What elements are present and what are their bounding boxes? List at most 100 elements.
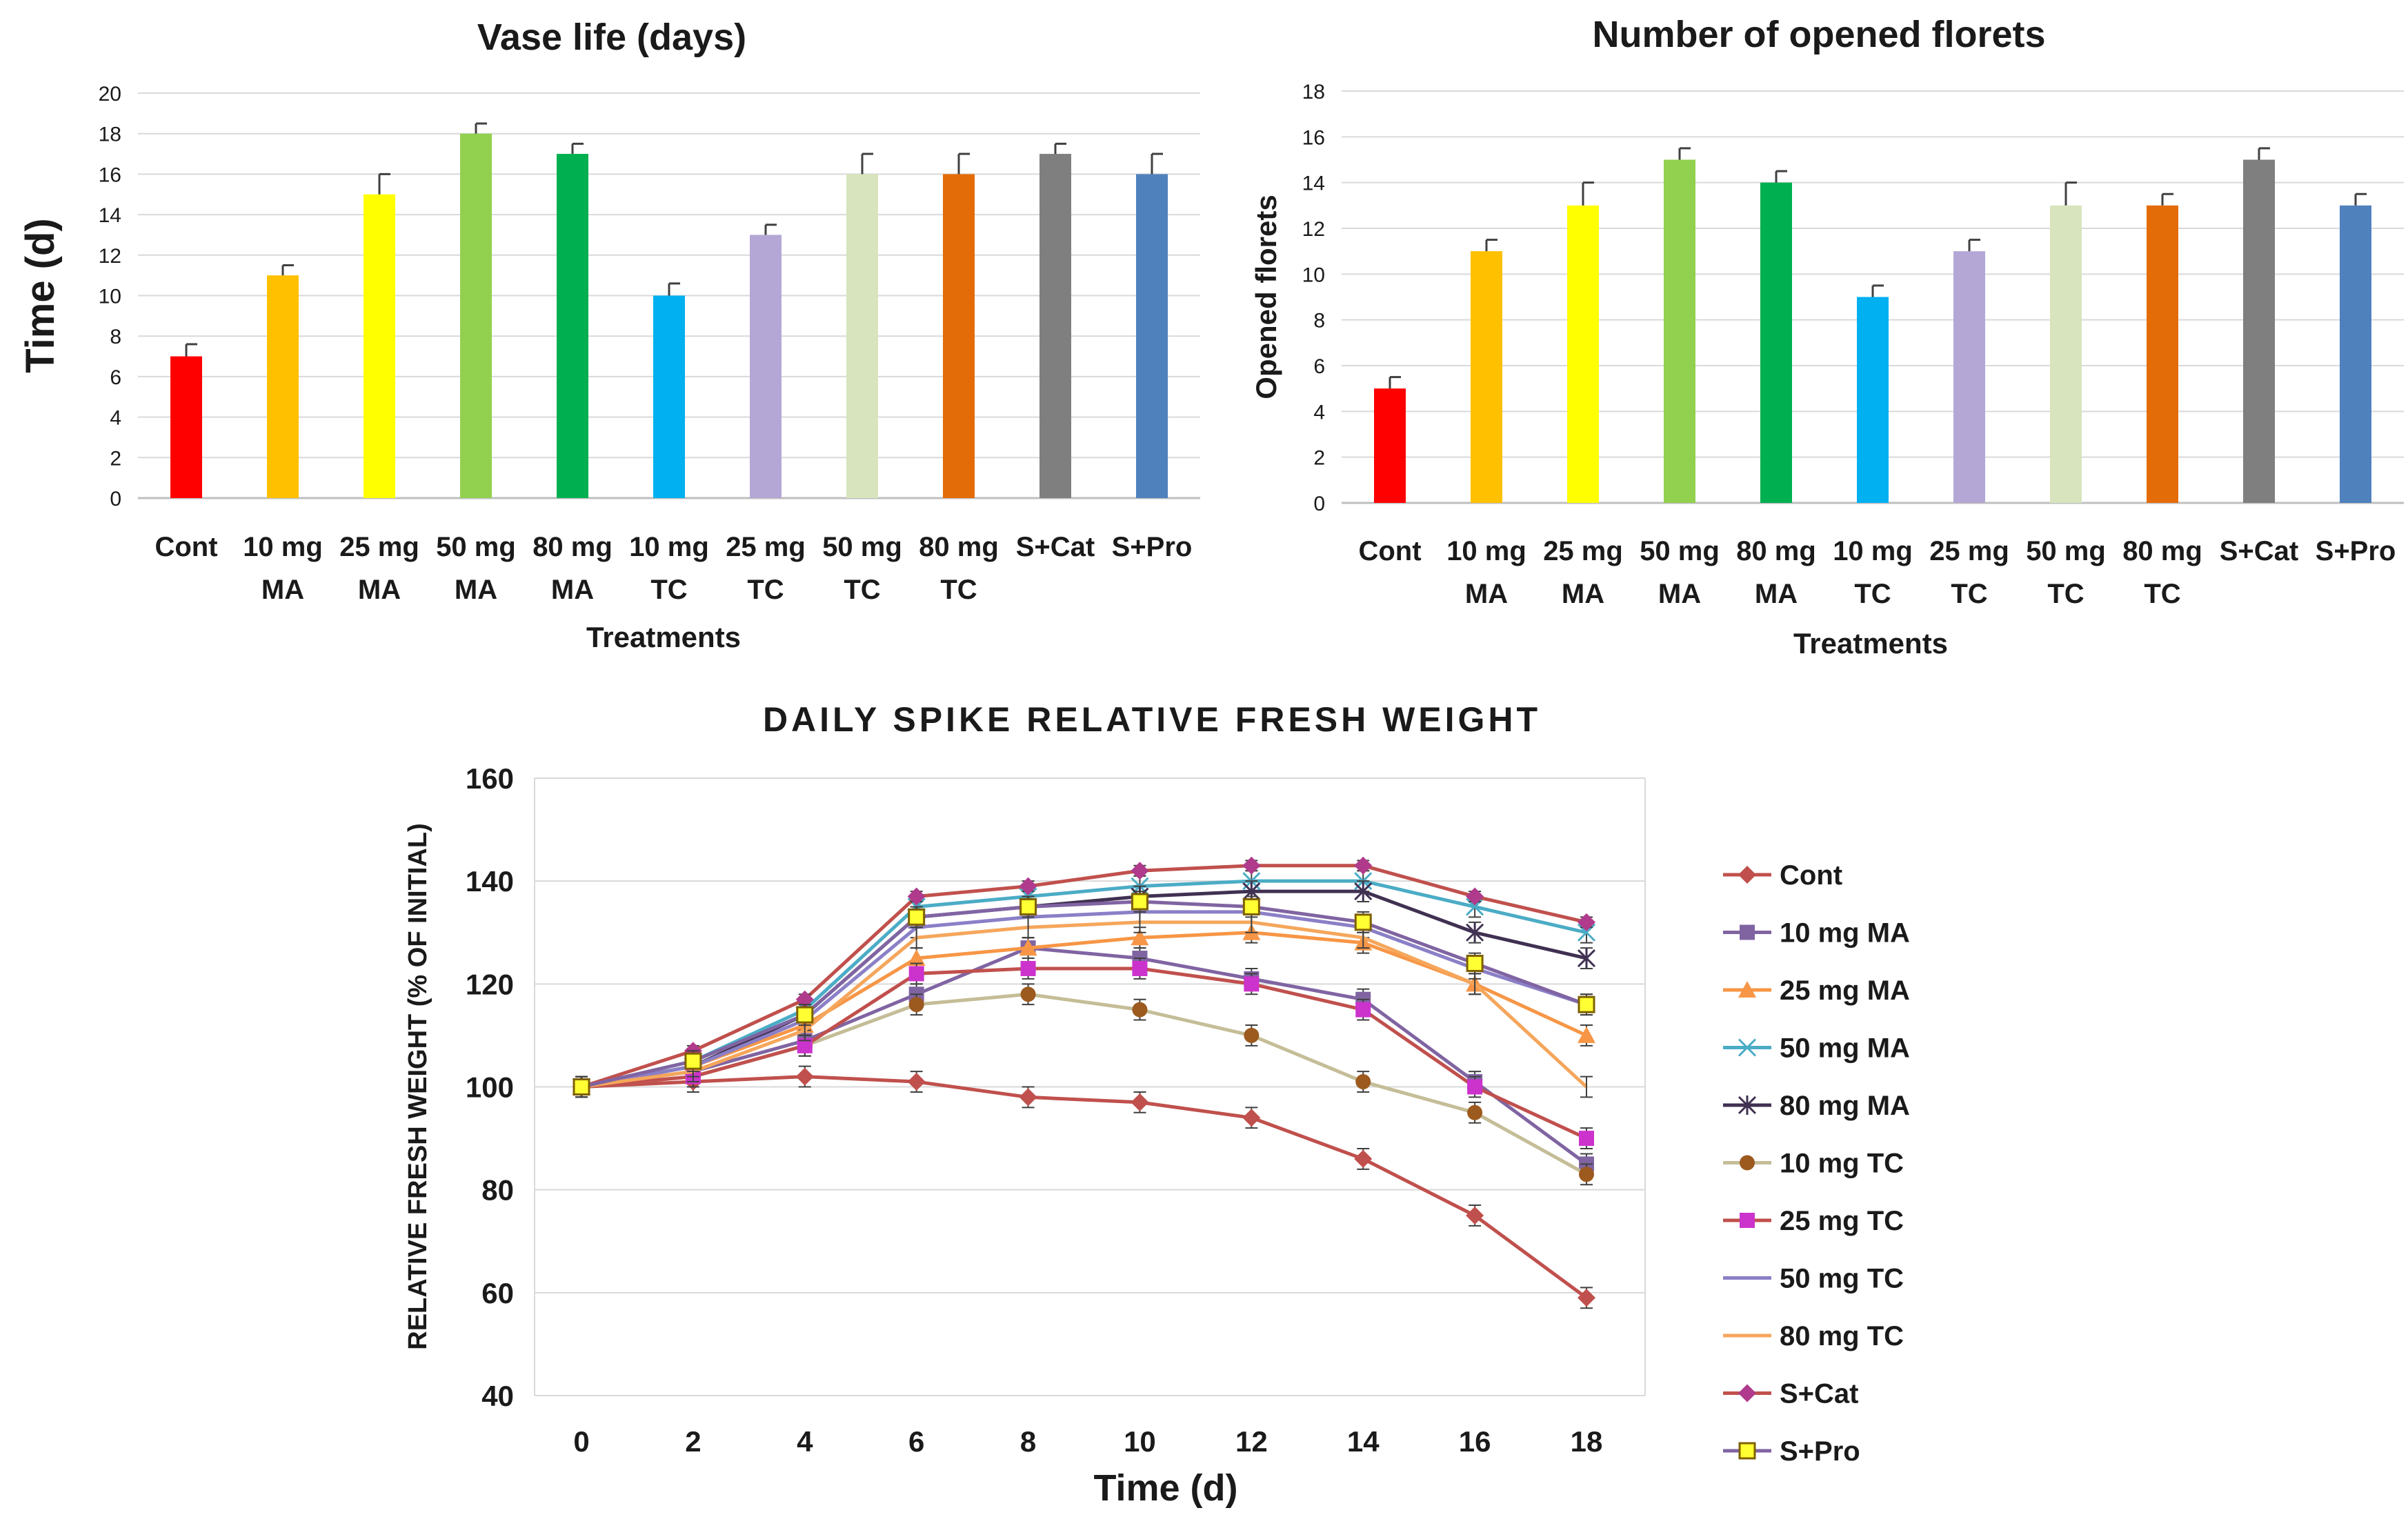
bar-10-mg-ma	[1471, 251, 1502, 503]
x-tick-label: 16	[1459, 1425, 1491, 1458]
bar-cont	[170, 356, 202, 498]
x-axis-label: Treatments	[586, 621, 741, 653]
category-label: S+Cat	[2220, 536, 2299, 566]
y-tick-label: 12	[99, 245, 121, 268]
category-label: S+Cat	[1016, 532, 1095, 562]
y-tick-label: 10	[1302, 264, 1325, 286]
category-label: 50 mg	[2026, 536, 2106, 566]
y-axis-label: Opened florets	[1250, 195, 1282, 399]
category-label: MA	[1465, 579, 1508, 609]
legend-swatch-marker	[1738, 1038, 1757, 1057]
point-s-pro	[684, 1052, 702, 1070]
point-cont	[1354, 1149, 1373, 1168]
legend-swatch-marker	[1738, 866, 1756, 884]
x-axis-label: Treatments	[1793, 627, 1948, 660]
x-axis-label: Time (d)	[1093, 1467, 1237, 1509]
legend-item-s-pro: S+Pro	[1723, 1436, 1860, 1467]
point-cont	[1019, 1088, 1037, 1107]
point-s-cat	[1466, 887, 1484, 906]
point-s-pro	[573, 1078, 590, 1095]
series-line-50-mg-ma	[581, 879, 1587, 1089]
point-cont	[1131, 1093, 1149, 1111]
bar-s-pro	[2340, 205, 2371, 503]
y-tick-label: 14	[1302, 172, 1325, 195]
category-label: MA	[358, 575, 401, 605]
series-line-s-cat	[581, 864, 1587, 1089]
category-label: Cont	[155, 532, 217, 562]
legend-item-80-mg-ma: 80 mg MA	[1723, 1091, 1910, 1121]
y-tick-label: 12	[1302, 218, 1325, 241]
category-label: 25 mg	[339, 532, 419, 562]
legend-swatch-marker	[1740, 924, 1755, 940]
point-10-mg-tc	[1244, 1027, 1260, 1043]
x-tick-label: 6	[908, 1425, 924, 1458]
series-25-mg-tc	[574, 958, 1594, 1149]
bar-50-mg-tc	[2050, 205, 2082, 503]
point-s-pro	[908, 908, 926, 926]
series-line-50-mg-tc	[581, 910, 1587, 1089]
point-10-mg-tc	[1020, 986, 1036, 1002]
category-label: MA	[1562, 579, 1604, 609]
x-tick-label: 14	[1347, 1425, 1380, 1458]
category-label: Cont	[1358, 536, 1421, 566]
y-tick-label: 18	[99, 123, 121, 146]
point-10-mg-tc	[1579, 1167, 1594, 1182]
y-tick-label: 6	[1313, 355, 1325, 378]
series-line-80-mg-ma	[581, 889, 1587, 1089]
y-tick-label: 10	[99, 286, 121, 308]
point-25-mg-ma	[1019, 939, 1037, 956]
legend-item-50-mg-ma: 50 mg MA	[1723, 1033, 1910, 1064]
legend-item-10-mg-tc: 10 mg TC	[1723, 1149, 1904, 1179]
x-tick-label: 8	[1020, 1425, 1036, 1458]
bar-80-mg-ma	[557, 154, 588, 499]
point-s-pro	[1131, 893, 1148, 911]
y-axis-label: Time (d)	[18, 218, 63, 373]
legend-label: 10 mg TC	[1780, 1149, 1904, 1179]
y-tick-label: 16	[1302, 126, 1325, 149]
error-bar-80-mg-tc	[1580, 1075, 1593, 1098]
point-25-mg-tc	[1467, 1079, 1483, 1095]
y-tick-label: 2	[1313, 447, 1325, 470]
y-tick-label: 160	[466, 762, 514, 795]
y-tick-label: 8	[1313, 310, 1325, 333]
legend-item-50-mg-tc: 50 mg TC	[1723, 1264, 1904, 1294]
legend-swatch-marker	[1738, 1442, 1756, 1460]
category-label: S+Pro	[2316, 536, 2396, 566]
legend-label: 50 mg MA	[1780, 1033, 1910, 1064]
y-tick-label: 4	[1313, 401, 1325, 424]
point-s-cat	[1242, 856, 1261, 875]
legend-item-25-mg-ma: 25 mg MA	[1723, 975, 1910, 1006]
bar-25-mg-tc	[1953, 251, 1985, 503]
point-25-mg-tc	[1244, 976, 1260, 992]
category-label: TC	[2047, 579, 2084, 609]
bar-cont	[1374, 388, 1406, 503]
bar-25-mg-ma	[364, 194, 395, 498]
point-cont	[1466, 1206, 1484, 1224]
point-25-mg-ma	[1131, 929, 1149, 946]
series-line-25-mg-ma	[581, 931, 1588, 1089]
bar-10-mg-tc	[1857, 297, 1889, 503]
category-label: S+Pro	[1112, 532, 1193, 562]
category-label: 50 mg	[1640, 536, 1720, 566]
chart-title: Vase life (days)	[477, 17, 746, 58]
legend-label: S+Pro	[1780, 1436, 1860, 1467]
chart-title: Number of opened florets	[1592, 14, 2045, 55]
legend-label: 80 mg TC	[1780, 1321, 1904, 1351]
legend-label: 25 mg TC	[1780, 1206, 1904, 1236]
category-label: 50 mg	[436, 532, 516, 562]
legend-label: Cont	[1780, 860, 1842, 891]
bar-10-mg-ma	[267, 275, 299, 498]
y-tick-label: 6	[110, 366, 121, 389]
point-10-mg-tc	[908, 997, 924, 1013]
bar-50-mg-ma	[1664, 159, 1695, 503]
point-25-mg-tc	[908, 966, 924, 982]
category-label: MA	[455, 575, 497, 605]
category-label: 10 mg	[1446, 536, 1526, 566]
point-80-mg-ma	[1354, 882, 1373, 902]
series-line-25-mg-tc	[581, 966, 1588, 1140]
y-tick-label: 2	[110, 447, 121, 470]
series-80-mg-tc	[575, 911, 1593, 1098]
category-label: TC	[747, 575, 784, 605]
chart-title: DAILY SPIKE RELATIVE FRESH WEIGHT	[763, 700, 1541, 739]
point-s-pro	[1242, 898, 1260, 915]
